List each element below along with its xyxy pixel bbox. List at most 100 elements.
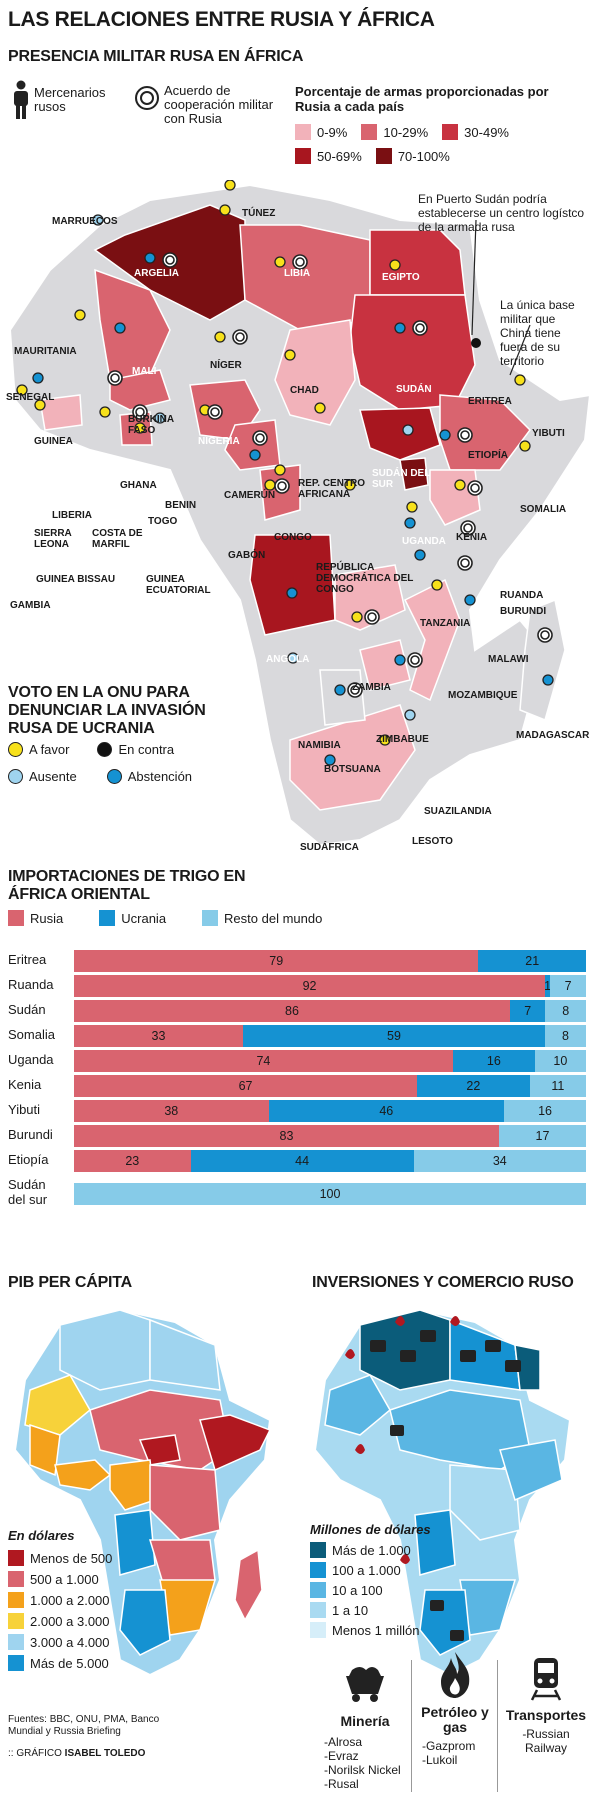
- bar-row: Kenia 67 22 11: [8, 1075, 586, 1097]
- investment-map: [313, 1308, 572, 1677]
- label-libia: LIBIA: [284, 268, 311, 279]
- label-rca: REP. CENTRO AFRICANA: [298, 478, 366, 500]
- bar-category-label: Somalia: [8, 1027, 55, 1042]
- vote-absent: Ausente: [8, 769, 77, 784]
- label-niger: NÍGER: [210, 360, 242, 371]
- country-uganda: [399, 457, 429, 491]
- gdp-map: [13, 1308, 272, 1677]
- label-lesoto: LESOTO: [412, 836, 453, 847]
- bar-segment-ukr: 22: [417, 1075, 530, 1097]
- bar-track: 100: [74, 1183, 586, 1205]
- gdp-legend-1: 500 a 1.000: [8, 1571, 112, 1587]
- investment-title: INVERSIONES Y COMERCIO RUSO: [312, 1274, 574, 1291]
- legend-mercenaries: Mercenarios rusos: [34, 85, 106, 114]
- country-etiopia: [439, 394, 531, 471]
- bar-track: 86 7 8: [74, 1000, 586, 1022]
- label-mali: MALI: [132, 366, 157, 377]
- label-benin: BENIN: [165, 500, 197, 511]
- vote-abstention: Abstención: [106, 769, 192, 784]
- gdp-units: En dólares: [8, 1528, 75, 1543]
- bar-category-label: Burundi: [8, 1127, 53, 1142]
- investment-legend: Más de 1.000 100 a 1.000 10 a 100 1 a 10…: [310, 1542, 419, 1638]
- mining-cart-icon: [346, 1667, 384, 1702]
- label-guinea-ecuatorial: GUINEA ECUATORIAL: [146, 574, 211, 596]
- label-angola: ANGOLA: [266, 654, 310, 665]
- sector-mining: Minería -Alrosa -Evraz -Norilsk Nickel -…: [320, 1664, 410, 1794]
- weapons-range-4: 70-100%: [375, 148, 450, 164]
- bar-segment-rest: 16: [504, 1100, 586, 1122]
- mercenary-icon: [10, 80, 32, 120]
- inv-legend-0: Más de 1.000: [310, 1542, 419, 1558]
- country-angola: [249, 534, 336, 636]
- label-sudan: SUDÁN: [396, 384, 432, 395]
- africa-military-map: [8, 180, 592, 847]
- vote-favor: A favor: [8, 742, 69, 757]
- label-chad: CHAD: [290, 385, 319, 396]
- bar-category-label: Yibuti: [8, 1102, 41, 1117]
- bar-track: 38 46 16: [74, 1100, 586, 1122]
- bar-segment-rus: 38: [74, 1100, 269, 1122]
- vote-against: En contra: [97, 742, 174, 757]
- company-lukoil: -Lukoil: [422, 1753, 458, 1767]
- label-togo: TOGO: [148, 516, 178, 527]
- bar-segment-rus: 33: [74, 1025, 243, 1047]
- bar-row: Eritrea 79 21: [8, 950, 586, 972]
- label-etiopia: ETIOPÍA: [468, 450, 509, 461]
- legend-agreement: Acuerdo de cooperación militar con Rusia: [164, 83, 274, 126]
- company-gazprom: -Gazprom: [422, 1739, 476, 1753]
- sector-mining-title: Minería: [340, 1713, 390, 1729]
- sector-oil-gas: Petróleo y gas -Gazprom -Lukoil: [414, 1650, 496, 1790]
- weapons-range-3: 50-69%: [295, 148, 362, 164]
- annotation-djibouti-base: La única base militar que China tiene fu…: [500, 298, 575, 368]
- label-malawi: MALAWI: [488, 654, 529, 665]
- page-title: LAS RELACIONES ENTRE RUSIA Y ÁFRICA: [8, 8, 435, 31]
- label-eritrea: ERITREA: [468, 396, 512, 407]
- vote-legend: A favor En contra Ausente Abstención: [8, 742, 248, 784]
- label-namibia: NAMIBIA: [298, 740, 341, 751]
- country-mozambique: [403, 578, 461, 702]
- wheat-legend: Rusia Ucrania Resto del mundo: [8, 910, 322, 926]
- label-burundi: BURUNDI: [500, 606, 547, 617]
- annotation-port-sudan: En Puerto Sudán podría establecerse un c…: [418, 192, 585, 234]
- country-madagascar: [519, 598, 566, 722]
- label-suazilandia: SUAZILANDIA: [424, 806, 492, 817]
- gdp-legend-0: Menos de 500: [8, 1550, 112, 1566]
- label-rdc: REPÚBLICA DEMOCRÁTICA DEL CONGO: [316, 562, 414, 595]
- bar-segment-ukr: 21: [478, 950, 586, 972]
- label-gabon: GABÓN: [228, 550, 266, 561]
- label-marruecos: MARRUECOS: [52, 216, 118, 227]
- sector-divider-2: [497, 1660, 498, 1792]
- weapons-legend-title: Porcentaje de armas proporcionadas por R…: [295, 84, 549, 114]
- gdp-legend-2: 1.000 a 2.000: [8, 1592, 112, 1608]
- bar-category-label: Sudán: [8, 1002, 46, 1017]
- country-guinea: [39, 394, 83, 431]
- bar-segment-ukr: 44: [190, 1150, 414, 1172]
- wheat-chart: Eritrea 79 21 Ruanda 92 1 7 Sudán 86 7 8 Somalia 33 5…: [0, 944, 594, 1244]
- country-zimbabue: [359, 639, 411, 691]
- bar-segment-rest: 7: [550, 975, 586, 997]
- bar-track: 74 16 10: [74, 1050, 586, 1072]
- label-senegal: SENEGAL: [6, 392, 55, 403]
- bar-segment-rus: 83: [74, 1125, 499, 1147]
- label-tanzania: TANZANIA: [420, 618, 471, 629]
- bar-segment-rest: 10: [534, 1050, 586, 1072]
- label-argelia: ARGELIA: [134, 268, 179, 279]
- weapons-legend: 0-9% 10-29% 30-49% 50-69% 70-100%: [295, 124, 585, 164]
- bar-row: Ruanda 92 1 7: [8, 975, 586, 997]
- label-liberia: LIBERIA: [52, 510, 92, 521]
- label-botsuana: BOTSUANA: [324, 764, 381, 775]
- company-evraz: -Evraz: [324, 1749, 359, 1763]
- label-burkina: BURKINA FASO: [128, 414, 174, 436]
- country-camerun: [224, 419, 281, 471]
- label-ghana: GHANA: [120, 480, 157, 491]
- label-yibuti: YIBUTI: [532, 428, 565, 439]
- inv-legend-4: Menos 1 millón: [310, 1622, 419, 1638]
- weapons-range-2: 30-49%: [442, 124, 509, 140]
- country-kenia: [429, 469, 481, 526]
- label-camerun: CAMERÚN: [224, 490, 276, 501]
- country-egipto: [369, 229, 466, 296]
- label-kenia: KENIA: [456, 532, 488, 543]
- bar-track: 33 59 8: [74, 1025, 586, 1047]
- label-uganda: UGANDA: [402, 536, 446, 547]
- gdp-legend-5: Más de 5.000: [8, 1655, 112, 1671]
